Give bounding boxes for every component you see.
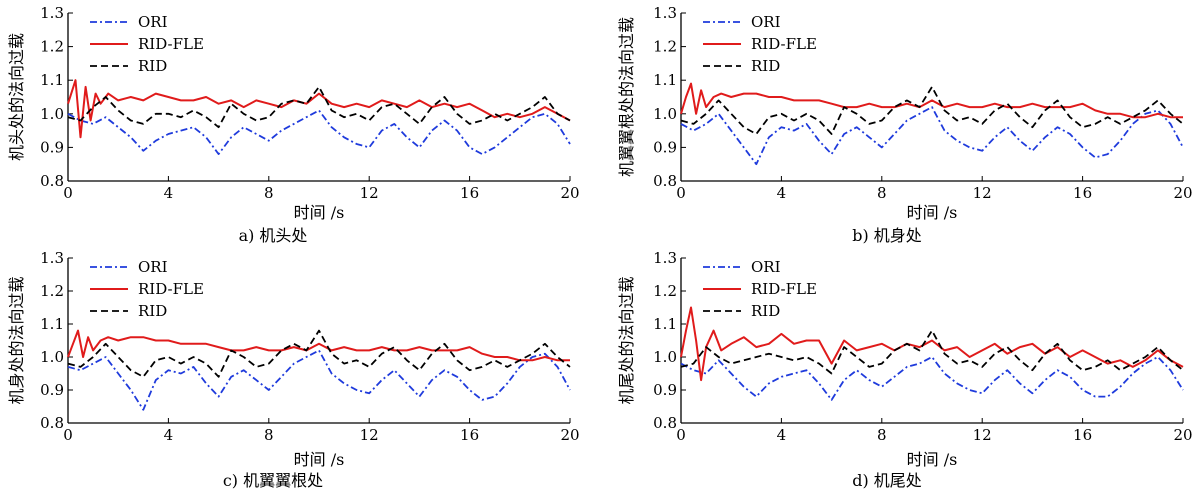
y-tick-label: 0.9 xyxy=(653,138,677,156)
y-tick-label: 0.8 xyxy=(653,414,677,432)
x-tick-label: 0 xyxy=(63,426,73,444)
y-tick-label: 1.2 xyxy=(653,282,677,300)
x-tick-label: 0 xyxy=(676,184,686,202)
series-line-rid-fle xyxy=(67,79,571,139)
y-tick-label: 1.0 xyxy=(40,105,64,123)
legend-label: ORI xyxy=(751,13,781,31)
series-line-rid xyxy=(680,86,1184,135)
y-axis-label: 机头处的法向过载 xyxy=(7,33,26,161)
legend-label: RID-FLE xyxy=(138,35,204,53)
series-line-ori xyxy=(67,349,571,411)
x-axis-label: 时间 /s xyxy=(294,203,345,222)
x-tick-label: 8 xyxy=(264,184,274,202)
legend-label: RID xyxy=(751,302,780,320)
legend-label: ORI xyxy=(138,258,168,276)
legend-label: ORI xyxy=(138,13,168,31)
legend-label: ORI xyxy=(751,258,781,276)
series-line-ori xyxy=(67,109,571,155)
x-tick-label: 0 xyxy=(676,426,686,444)
x-tick-label: 20 xyxy=(560,184,579,202)
x-tick-label: 20 xyxy=(1173,184,1192,202)
y-tick-label: 1.0 xyxy=(40,348,64,366)
x-tick-label: 4 xyxy=(777,426,787,444)
x-tick-label: 8 xyxy=(264,426,274,444)
y-axis-label: 机尾处的法向过载 xyxy=(617,276,636,404)
x-tick-label: 16 xyxy=(1073,426,1092,444)
series-line-rid xyxy=(67,329,571,378)
y-tick-label: 1.1 xyxy=(653,315,677,333)
legend-label: RID xyxy=(751,57,780,75)
panel-caption: c) 机翼翼根处 xyxy=(223,471,323,490)
x-axis-label: 时间 /s xyxy=(907,450,958,469)
y-axis-label: 机翼翼根处的法向过载 xyxy=(617,17,636,177)
x-tick-label: 4 xyxy=(164,426,174,444)
panel-caption: a) 机头处 xyxy=(239,226,308,245)
y-axis-label: 机身处的法向过载 xyxy=(7,276,26,404)
y-tick-label: 1.1 xyxy=(40,71,64,89)
x-tick-label: 16 xyxy=(460,184,479,202)
series-line-ori xyxy=(680,106,1184,166)
y-tick-label: 0.9 xyxy=(653,381,677,399)
x-tick-label: 12 xyxy=(973,426,992,444)
x-tick-label: 20 xyxy=(560,426,579,444)
x-tick-label: 16 xyxy=(460,426,479,444)
y-tick-label: 1.3 xyxy=(40,4,64,22)
x-tick-label: 4 xyxy=(164,184,174,202)
series-line-rid xyxy=(67,86,571,129)
y-tick-label: 1.0 xyxy=(653,348,677,366)
legend-label: RID xyxy=(138,302,167,320)
y-tick-label: 1.2 xyxy=(40,282,64,300)
series-line-rid xyxy=(680,329,1184,375)
y-tick-label: 1.3 xyxy=(653,4,677,22)
y-tick-label: 1.3 xyxy=(40,249,64,267)
y-tick-label: 1.3 xyxy=(653,249,677,267)
y-tick-label: 1.0 xyxy=(653,105,677,123)
legend-label: RID-FLE xyxy=(751,35,817,53)
y-tick-label: 1.1 xyxy=(40,315,64,333)
x-tick-label: 12 xyxy=(360,426,379,444)
y-tick-label: 0.8 xyxy=(653,172,677,190)
y-tick-label: 0.8 xyxy=(40,172,64,190)
chart-panel-2: 0.8 0.9 1.0 1.1 1.2 1.3 0 4 8 12 16 20 ORI RID-FLE RID… xyxy=(617,4,1193,245)
panel-caption: b) 机身处 xyxy=(852,226,922,245)
x-tick-label: 0 xyxy=(63,184,73,202)
x-axis-label: 时间 /s xyxy=(907,203,958,222)
x-tick-label: 12 xyxy=(360,184,379,202)
y-tick-label: 1.2 xyxy=(40,38,64,56)
x-axis-label: 时间 /s xyxy=(294,450,345,469)
panel-caption: d) 机尾处 xyxy=(852,471,922,490)
chart-panel-4: 0.8 0.9 1.0 1.1 1.2 1.3 0 4 8 12 16 20 ORI RID-FLE RID… xyxy=(617,249,1193,490)
chart-panel-1: 0.8 0.9 1.0 1.1 1.2 1.3 0 4 8 12 16 20 ORI RID-FLE RID… xyxy=(7,4,580,245)
series-line-rid-fle xyxy=(680,82,1183,119)
chart-panel-3: 0.8 0.9 1.0 1.1 1.2 1.3 0 4 8 12 16 20 ORI RID-FLE RID… xyxy=(7,249,580,490)
x-tick-label: 8 xyxy=(877,184,887,202)
y-tick-label: 1.2 xyxy=(653,38,677,56)
legend-label: RID-FLE xyxy=(751,280,817,298)
series-line-rid-fle xyxy=(67,329,570,362)
x-tick-label: 20 xyxy=(1173,426,1192,444)
y-tick-label: 0.9 xyxy=(40,381,64,399)
x-tick-label: 4 xyxy=(777,184,787,202)
series-line-ori xyxy=(680,356,1184,401)
y-tick-label: 0.8 xyxy=(40,414,64,432)
legend-label: RID xyxy=(138,57,167,75)
y-tick-label: 1.1 xyxy=(653,71,677,89)
legend-label: RID-FLE xyxy=(138,280,204,298)
x-tick-label: 12 xyxy=(973,184,992,202)
y-tick-label: 0.9 xyxy=(40,138,64,156)
x-tick-label: 8 xyxy=(877,426,887,444)
x-tick-label: 16 xyxy=(1073,184,1092,202)
